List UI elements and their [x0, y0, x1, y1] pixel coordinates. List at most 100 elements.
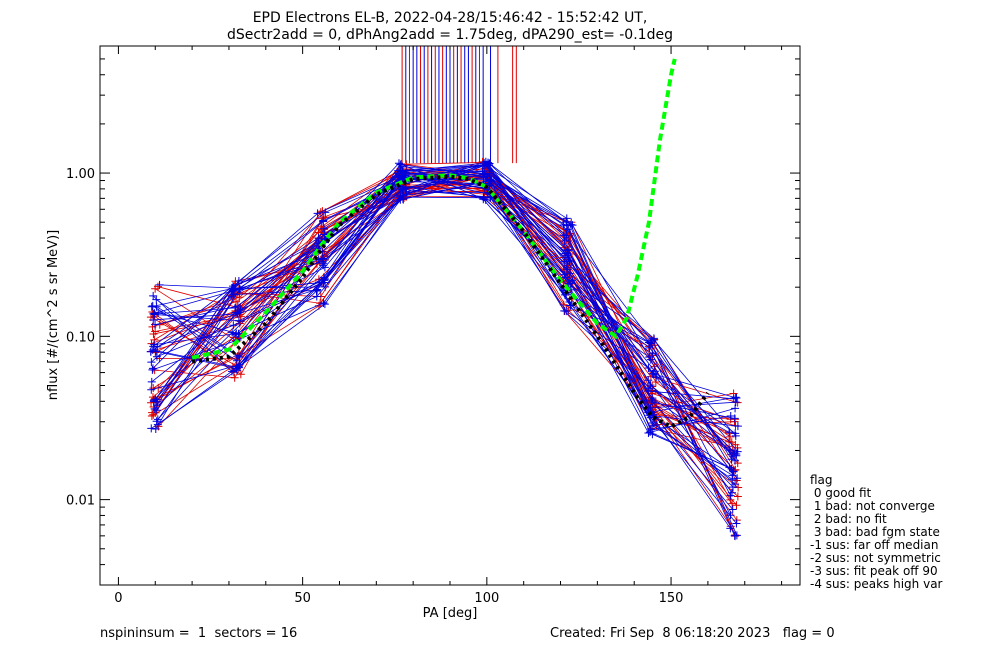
fit-curves [191, 58, 710, 429]
blue-plus-marker [732, 449, 741, 458]
blue-plus-marker [319, 217, 328, 226]
blue-plus-marker [235, 285, 244, 294]
blue-plus-marker [646, 381, 655, 390]
blue-plus-marker [149, 315, 158, 324]
blue-plus-marker [648, 419, 657, 428]
blue-plus-marker [727, 464, 736, 473]
x-tick-label: 100 [474, 591, 499, 606]
sweep-line [150, 185, 738, 479]
blue-plus-marker [731, 456, 740, 465]
blue-plus-marker [731, 404, 740, 413]
blue-plus-marker [398, 162, 407, 171]
blue-plus-marker [150, 404, 159, 413]
blue-plus-marker [398, 185, 407, 194]
fit-black-curve [191, 174, 710, 429]
axes: 0 50 100 150 0.01 0.10 1.00 [66, 45, 800, 606]
blue-plus-marker [315, 278, 324, 287]
red-plus-marker [151, 284, 160, 293]
blue-plus-marker [484, 158, 493, 167]
blue-plus-marker [560, 306, 569, 315]
footer-right: Created: Fri Sep 8 06:18:20 2023 flag = … [550, 626, 835, 641]
sweep-line [152, 170, 731, 451]
red-plus-marker [230, 373, 239, 382]
blue-plus-marker [648, 349, 657, 358]
blue-plus-marker [153, 420, 162, 429]
legend-entry-0: 0 good fit [810, 486, 872, 500]
fit-green-curve [191, 58, 677, 360]
blue-plus-marker [566, 279, 575, 288]
red-plus-marker [733, 492, 742, 501]
legend-entry-5: -2 sus: not symmetric [810, 551, 941, 565]
blue-plus-marker [644, 338, 653, 347]
blue-plus-marker [312, 292, 321, 301]
blue-plus-marker [319, 259, 328, 268]
legend-title: flag [810, 473, 833, 487]
blue-plus-marker [147, 424, 156, 433]
blue-plus-marker [725, 463, 734, 472]
blue-plus-marker [229, 282, 238, 291]
sweep-line [152, 185, 736, 471]
blue-plus-marker [728, 475, 737, 484]
y-tick-label: 0.10 [66, 330, 95, 345]
sweep-line [153, 188, 736, 434]
blue-plus-marker [150, 310, 159, 319]
blue-plus-marker [395, 173, 404, 182]
blue-plus-marker [559, 231, 568, 240]
blue-plus-marker [644, 376, 653, 385]
sweep-line [155, 173, 735, 454]
blue-plus-marker [732, 519, 741, 528]
blue-plus-marker [228, 328, 237, 337]
sweep-line [155, 162, 734, 488]
spike-lines [401, 46, 517, 164]
blue-plus-marker [483, 169, 492, 178]
blue-plus-marker [725, 428, 734, 437]
blue-plus-marker [562, 218, 571, 227]
red-plus-marker [151, 327, 160, 336]
blue-plus-marker [728, 505, 737, 514]
y-tick-label: 1.00 [66, 167, 95, 182]
blue-plus-marker [155, 280, 164, 289]
blue-plus-marker [396, 160, 405, 169]
red-plus-marker [732, 501, 741, 510]
blue-plus-marker [730, 414, 739, 423]
blue-plus-marker [398, 167, 407, 176]
blue-plus-marker [320, 263, 329, 272]
blue-plus-marker [732, 531, 741, 540]
blue-plus-marker [730, 448, 739, 457]
blue-plus-marker [646, 355, 655, 364]
blue-plus-marker [152, 397, 161, 406]
blue-plus-marker [147, 385, 156, 394]
blue-plus-marker [313, 209, 322, 218]
blue-plus-marker [231, 330, 240, 339]
blue-plus-marker [482, 160, 491, 169]
blue-plus-marker [230, 284, 239, 293]
x-axis-label: PA [deg] [423, 606, 478, 621]
blue-plus-marker [151, 424, 160, 433]
blue-plus-marker [321, 208, 330, 217]
x-tick-label: 50 [294, 591, 311, 606]
blue-plus-marker [234, 316, 243, 325]
footer-left: nspininsum = 1 sectors = 16 [100, 626, 298, 641]
blue-plus-marker [396, 191, 405, 200]
blue-plus-marker [731, 480, 740, 489]
blue-plus-marker [229, 321, 238, 330]
blue-plus-marker [648, 398, 657, 407]
blue-plus-marker [233, 352, 242, 361]
sweep-line [158, 176, 732, 527]
sweep-line [151, 166, 737, 524]
blue-plus-marker [647, 339, 656, 348]
chart-title: EPD Electrons EL-B, 2022-04-28/15:46:42 … [253, 10, 648, 26]
legend-entry-7: -4 sus: peaks high var [810, 577, 943, 591]
blue-plus-marker [149, 291, 158, 300]
legend-entry-4: -1 sus: far off median [810, 538, 939, 552]
blue-plus-marker [148, 365, 157, 374]
blue-plus-marker [232, 329, 241, 338]
legend-entry-2: 2 bad: no fit [810, 512, 887, 526]
blue-plus-marker [563, 257, 572, 266]
blue-plus-marker [731, 429, 740, 438]
blue-plus-marker [732, 394, 741, 403]
red-sweep-lines [146, 157, 743, 541]
red-plus-marker [728, 499, 737, 508]
blue-plus-marker [319, 298, 328, 307]
blue-plus-marker [234, 362, 243, 371]
